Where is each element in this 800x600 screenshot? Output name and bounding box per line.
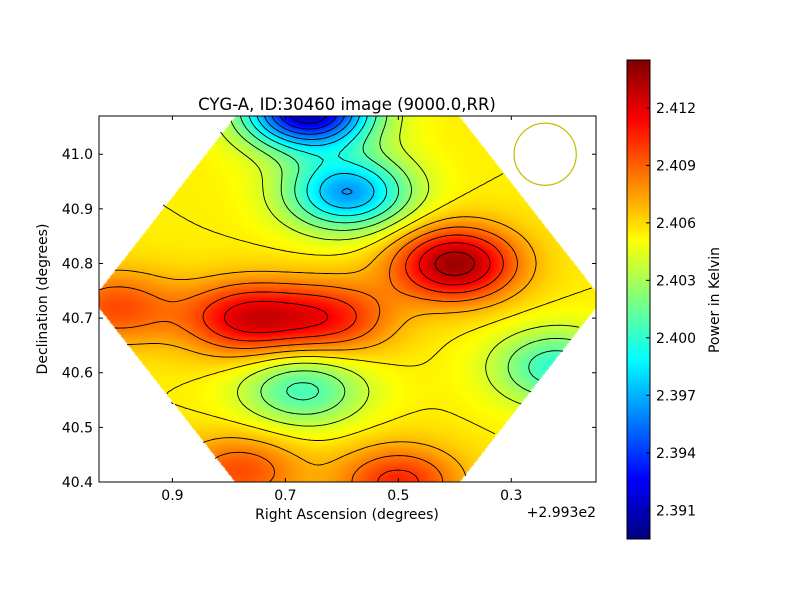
colorbar-tick-label: 2.409 (656, 158, 696, 174)
x-tick-label: 0.5 (387, 488, 409, 504)
colorbar-tick-label: 2.406 (656, 216, 696, 232)
contour-line (223, 242, 491, 334)
contour-line (220, 116, 580, 427)
colorbar-image (627, 60, 650, 539)
x-offset-label: +2.993e2 (527, 505, 596, 521)
contour-line (279, 116, 337, 130)
y-tick-label: 41.0 (62, 147, 93, 163)
colorbar-tick-label: 2.391 (656, 503, 696, 519)
beam-circle (513, 122, 577, 186)
y-tick-label: 40.9 (62, 202, 93, 218)
colorbar-frame (626, 59, 651, 540)
contour-line (248, 116, 388, 217)
y-tick-label: 40.7 (62, 311, 93, 327)
contour-line (256, 116, 375, 209)
y-tick-label: 40.4 (62, 475, 93, 491)
contour-line (239, 116, 564, 401)
y-tick-label: 40.8 (62, 256, 93, 272)
y-tick-label: 40.5 (62, 420, 93, 436)
contour-line (271, 116, 346, 135)
colorbar-tick-label: 2.412 (656, 101, 696, 117)
x-axis-ticks: 0.9 0.7 0.5 0.3 (161, 116, 522, 504)
contour-lines (99, 116, 592, 482)
contour-line (230, 116, 572, 415)
colorbar-tick-label: 2.397 (656, 388, 696, 404)
contour-line (434, 251, 475, 276)
contour-line (202, 234, 504, 482)
plot-frame (98, 115, 597, 483)
colorbar-ticks: 2.391 2.394 2.397 2.400 2.403 2.406 2.409 2.412 (646, 101, 696, 519)
heatmap-image (99, 116, 596, 482)
contour-line (263, 116, 353, 195)
contour-line (99, 226, 518, 482)
contour-line (115, 216, 537, 477)
contour-line (289, 116, 328, 124)
plot-area (99, 116, 596, 482)
x-tick-label: 0.9 (161, 488, 183, 504)
y-axis-label: Declination (degrees) (35, 224, 51, 375)
colorbar-label: Power in Kelvin (707, 247, 723, 353)
x-tick-label: 0.3 (500, 488, 522, 504)
x-tick-label: 0.7 (274, 488, 296, 504)
colorbar-tick-label: 2.403 (656, 273, 696, 289)
y-tick-label: 40.6 (62, 366, 93, 382)
x-axis-label: Right Ascension (degrees) (255, 507, 439, 523)
contour-line (162, 173, 592, 441)
colorbar-tick-label: 2.394 (656, 446, 696, 462)
chart-title: CYG-A, ID:30460 image (9000.0,RR) (198, 95, 496, 114)
y-axis-ticks: 41.0 40.9 40.8 40.7 40.6 40.5 40.4 (62, 147, 596, 491)
colorbar-tick-label: 2.400 (656, 331, 696, 347)
